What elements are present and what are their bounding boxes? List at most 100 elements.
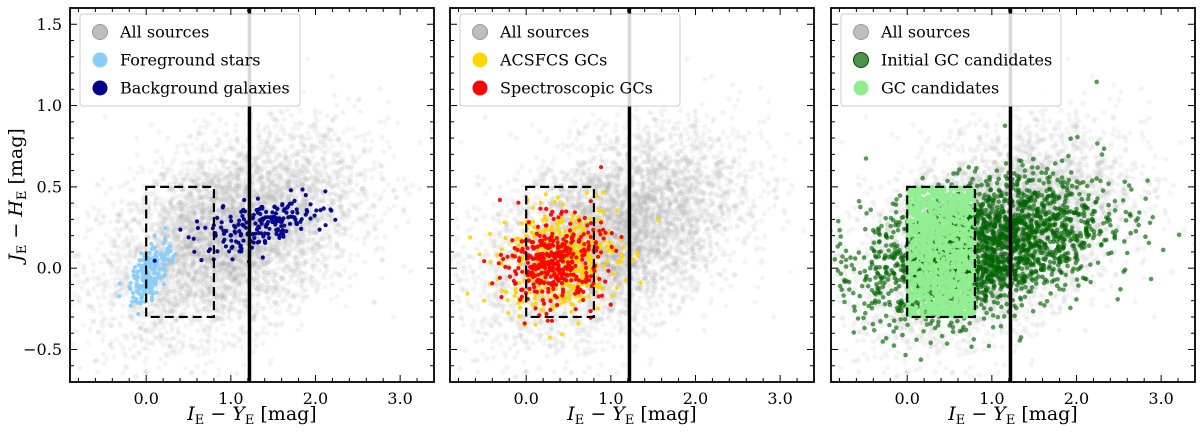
- data-point: [97, 221, 103, 227]
- data-point: [127, 308, 133, 314]
- data-point: [315, 217, 321, 223]
- data-point: [200, 294, 206, 300]
- data-point: [113, 252, 119, 258]
- data-point: [151, 334, 157, 340]
- data-point: [123, 265, 129, 271]
- data-point: [128, 260, 134, 266]
- data-point: [240, 276, 246, 282]
- data-point: [120, 240, 126, 246]
- data-point: [111, 354, 117, 360]
- data-point: [167, 198, 174, 205]
- data-point: [229, 285, 236, 291]
- data-point: [390, 187, 396, 194]
- data-point: [279, 298, 285, 304]
- data-point: [292, 131, 298, 138]
- data-point: [154, 296, 161, 302]
- data-point: [333, 228, 340, 234]
- data-point: [300, 205, 306, 211]
- data-point: [123, 353, 129, 359]
- data-point: [218, 252, 224, 258]
- data-point: [201, 275, 207, 282]
- data-point: [232, 266, 238, 272]
- data-point: [196, 228, 202, 234]
- data-point: [298, 282, 304, 288]
- data-point: [177, 202, 183, 208]
- data-point: [201, 215, 207, 221]
- data-point: [253, 343, 259, 349]
- data-point: [173, 343, 179, 349]
- data-point: [310, 243, 317, 249]
- data-point: [236, 281, 242, 287]
- data-point: [262, 273, 268, 279]
- data-point: [188, 177, 194, 183]
- data-point: [251, 313, 257, 319]
- data-point: [255, 261, 261, 267]
- data-point: [250, 262, 256, 268]
- data-point: [224, 216, 230, 223]
- data-point: [303, 175, 309, 181]
- data-point: [315, 285, 321, 291]
- data-point: [222, 268, 228, 274]
- data-point: [273, 165, 279, 171]
- data-point: [180, 261, 186, 267]
- data-point: [227, 181, 233, 187]
- data-point: [263, 260, 269, 266]
- data-point: [191, 171, 197, 177]
- data-point: [283, 196, 289, 202]
- data-point: [147, 168, 154, 174]
- data-point: [236, 336, 242, 342]
- data-point: [172, 273, 178, 279]
- data-point: [178, 286, 184, 293]
- data-point: [178, 180, 184, 187]
- data-point: [282, 245, 289, 251]
- data-point: [162, 336, 168, 343]
- data-point: [194, 237, 200, 243]
- data-point: [316, 267, 322, 273]
- data-point: [317, 217, 323, 223]
- data-point: [190, 141, 196, 147]
- data-point: [151, 321, 157, 327]
- data-point: [258, 175, 264, 181]
- data-point: [200, 196, 206, 202]
- data-point: [232, 276, 238, 282]
- data-point: [306, 188, 312, 194]
- data-point: [299, 148, 305, 154]
- data-point: [112, 226, 118, 232]
- data-point: [231, 284, 237, 290]
- data-point: [401, 210, 408, 216]
- data-point: [219, 213, 225, 219]
- data-point: [243, 155, 249, 161]
- data-point: [301, 198, 307, 204]
- data-point: [163, 309, 169, 315]
- data-point: [229, 306, 235, 312]
- data-point: [237, 309, 244, 316]
- data-point: [113, 243, 119, 249]
- data-point: [335, 173, 341, 180]
- data-point: [213, 195, 219, 201]
- data-point: [285, 196, 291, 202]
- data-point: [177, 253, 183, 259]
- data-point: [171, 216, 177, 222]
- data-point: [194, 309, 201, 315]
- data-point: [164, 330, 170, 336]
- data-point: [266, 135, 272, 141]
- data-point: [243, 252, 249, 258]
- data-point: [166, 207, 172, 213]
- data-point: [370, 201, 377, 207]
- data-point: [301, 251, 307, 257]
- data-point: [292, 261, 298, 267]
- data-point: [271, 193, 277, 199]
- data-point: [230, 207, 236, 213]
- data-point: [216, 117, 222, 123]
- data-point: [240, 287, 246, 293]
- data-point: [229, 188, 235, 194]
- data-point: [205, 177, 211, 183]
- data-point: [191, 254, 197, 260]
- data-point: [181, 307, 187, 314]
- data-point: [323, 150, 329, 156]
- data-point: [334, 182, 340, 188]
- data-point: [286, 288, 292, 294]
- data-point: [239, 252, 245, 258]
- data-point: [224, 131, 230, 137]
- data-point: [285, 269, 291, 275]
